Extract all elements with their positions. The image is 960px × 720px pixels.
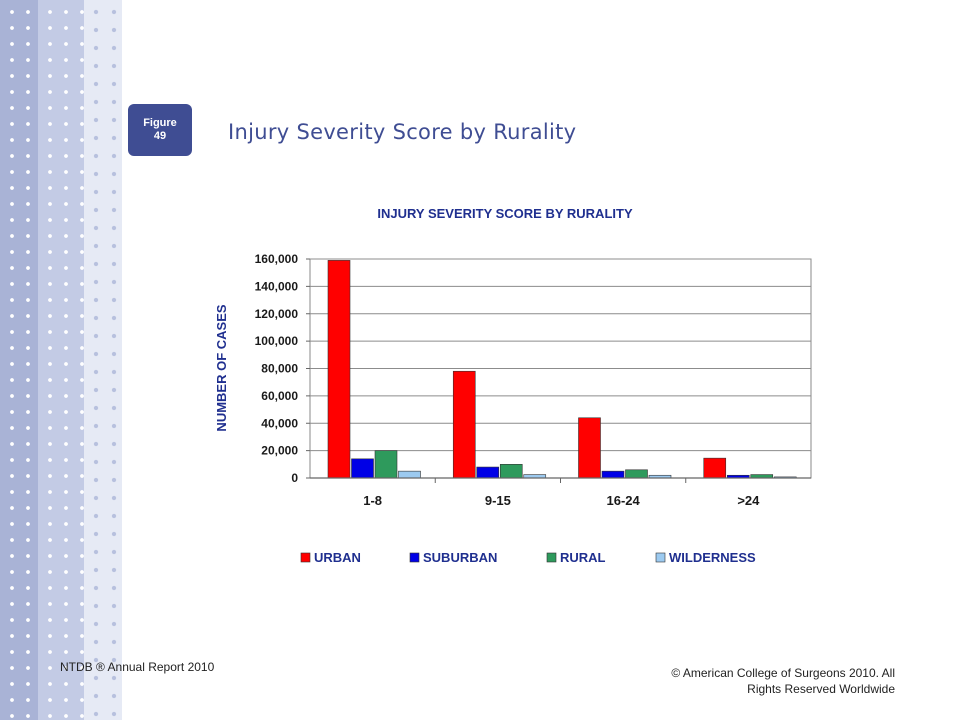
legend-label-suburban: SUBURBAN	[423, 550, 497, 565]
x-tick-label: 16-24	[607, 493, 641, 508]
bar-suburban-0	[351, 458, 374, 479]
y-tick-label: 0	[291, 471, 298, 485]
x-tick-label: >24	[737, 493, 760, 508]
legend: URBAN SUBURBAN RURAL WILDERNESS	[300, 550, 756, 565]
dot-pattern-dark	[0, 0, 38, 720]
legend-label-wilderness: WILDERNESS	[669, 550, 756, 565]
bar-urban-0	[327, 260, 351, 479]
bar-wilderness-0	[398, 470, 421, 479]
bar-rural-1	[499, 464, 523, 479]
bar-suburban-2	[601, 470, 625, 479]
legend-label-rural: RURAL	[560, 550, 606, 565]
legend-swatch-suburban	[409, 552, 420, 563]
footer-right: © American College of Surgeons 2010. All…	[671, 666, 895, 696]
y-tick-label: 140,000	[255, 279, 299, 293]
figure-badge-label: Figure	[143, 117, 177, 129]
y-tick-label: 40,000	[261, 416, 298, 430]
page-title: Injury Severity Score by Rurality	[228, 120, 577, 144]
y-tick-label: 100,000	[255, 334, 299, 348]
legend-label-urban: URBAN	[314, 550, 361, 565]
y-tick-label: 60,000	[261, 389, 298, 403]
bar-urban-2	[578, 417, 601, 479]
bars	[327, 260, 797, 479]
y-tick-labels: 0 20,000 40,000 60,000 80,000 100,000 120,000 1…	[255, 252, 310, 485]
dot-pattern-medium	[38, 0, 84, 720]
bar-rural-2	[625, 469, 648, 479]
footer-left: NTDB ® Annual Report 2010	[60, 660, 215, 674]
decorative-side-strip	[0, 0, 122, 720]
figure-badge-number: 49	[153, 130, 167, 142]
bar-urban-1	[452, 370, 476, 479]
x-axis: 1-8 9-15 16-24 >24	[310, 477, 811, 508]
legend-swatch-wilderness	[655, 552, 666, 563]
y-tick-label: 160,000	[255, 252, 299, 266]
y-tick-label: 120,000	[255, 307, 299, 321]
dot-pattern-light	[84, 0, 122, 720]
figure-badge: Figure 49	[128, 104, 192, 156]
bar-urban-3	[703, 457, 727, 479]
x-tick-label: 9-15	[485, 493, 511, 508]
y-tick-label: 20,000	[261, 444, 298, 458]
legend-swatch-rural	[546, 552, 557, 563]
y-axis-label: NUMBER OF CASES	[214, 304, 229, 431]
legend-swatch-urban	[300, 552, 311, 563]
y-tick-label: 80,000	[261, 362, 298, 376]
bar-rural-0	[374, 450, 398, 479]
chart-title: INJURY SEVERITY SCORE BY RURALITY	[377, 206, 633, 221]
x-tick-label: 1-8	[363, 493, 382, 508]
bar-suburban-1	[476, 466, 500, 479]
